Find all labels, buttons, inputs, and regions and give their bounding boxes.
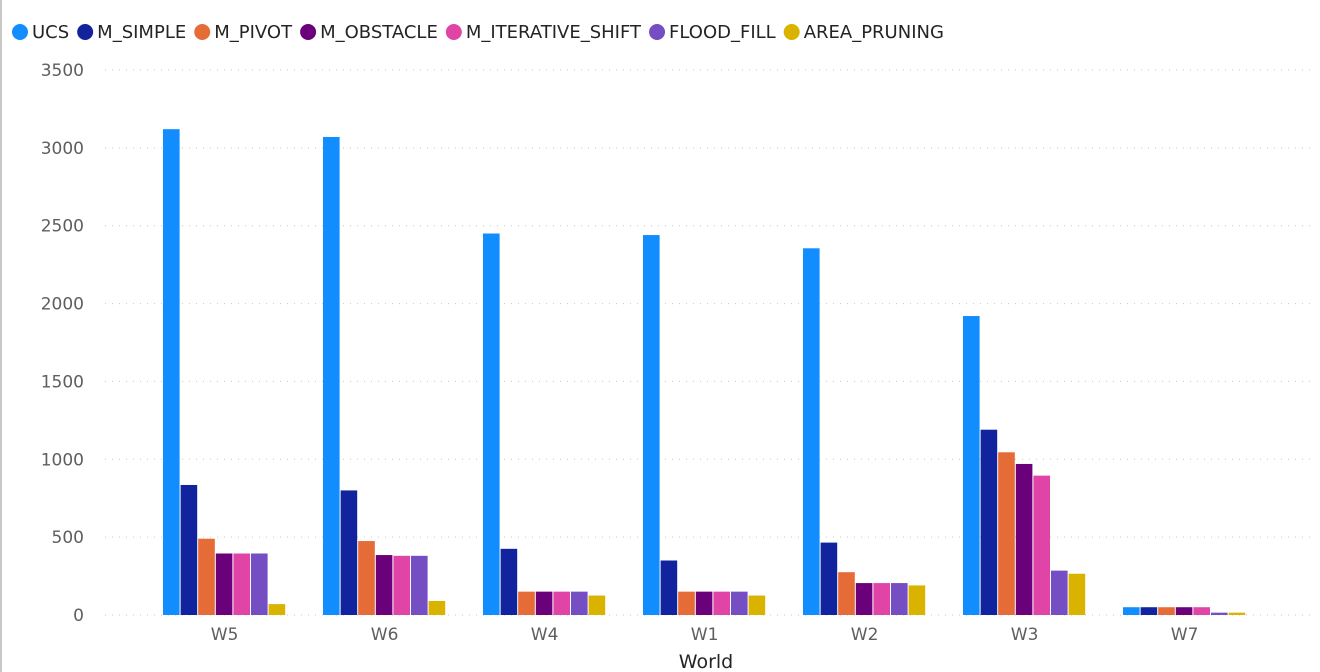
legend-marker-m_obstacle — [300, 24, 317, 40]
bar-w2-area_pruning[interactable] — [908, 585, 926, 615]
bar-w4-area_pruning[interactable] — [588, 595, 606, 615]
bar-w6-flood_fill[interactable] — [411, 555, 428, 615]
bar-w7-m_iterative_shift[interactable] — [1193, 607, 1210, 615]
legend-marker-m_iterative_shift — [445, 24, 462, 40]
legend-label-m_obstacle: M_OBSTACLE — [320, 22, 438, 43]
bar-w4-ucs[interactable] — [483, 233, 500, 616]
bar-w6-m_pivot[interactable] — [358, 541, 375, 615]
bar-w6-ucs[interactable] — [323, 136, 340, 615]
bar-w3-area_pruning[interactable] — [1068, 573, 1086, 615]
y-tick-label: 1500 — [41, 372, 84, 392]
bar-w1-m_iterative_shift[interactable] — [713, 591, 730, 615]
x-axis-title: World — [679, 651, 733, 672]
bar-w2-ucs[interactable] — [803, 248, 820, 616]
bar-w4-m_iterative_shift[interactable] — [553, 591, 570, 615]
bar-w3-ucs[interactable] — [963, 316, 980, 615]
y-tick-label: 1000 — [41, 450, 84, 470]
bar-w1-m_pivot[interactable] — [678, 591, 695, 615]
bar-w5-ucs[interactable] — [163, 129, 180, 615]
bar-w2-m_pivot[interactable] — [838, 572, 855, 615]
y-tick-label: 2500 — [41, 217, 84, 237]
legend-label-flood_fill: FLOOD_FILL — [669, 22, 776, 43]
legend: UCS M_SIMPLE M_PIVOT M_OBSTACLE M_ITERATIVE_… — [12, 22, 944, 43]
bar-w7-flood_fill[interactable] — [1211, 612, 1228, 615]
x-axis: W5 W6 W4 W1 W2 W3 W7 — [211, 625, 1199, 645]
bar-w4-m_simple[interactable] — [500, 548, 518, 615]
bar-w2-m_simple[interactable] — [820, 542, 838, 615]
gridlines — [105, 69, 1310, 616]
legend-marker-m_simple — [77, 24, 94, 40]
y-tick-label: 2000 — [41, 295, 84, 315]
x-tick-label-w7: W7 — [1171, 625, 1199, 645]
x-tick-label-w6: W6 — [371, 625, 399, 645]
bar-w4-m_obstacle[interactable] — [535, 591, 553, 615]
bar-w5-area_pruning[interactable] — [268, 604, 286, 615]
bar-w3-m_obstacle[interactable] — [1015, 463, 1033, 615]
chart-left-border — [0, 0, 2, 672]
legend-marker-ucs — [12, 24, 28, 40]
bar-w6-m_simple[interactable] — [340, 490, 358, 615]
y-axis: 0 500 1000 1500 2000 2500 3000 3500 — [41, 61, 84, 626]
legend-label-m_simple: M_SIMPLE — [97, 22, 186, 43]
bar-w1-m_simple[interactable] — [660, 560, 678, 616]
y-tick-label: 3500 — [41, 61, 84, 81]
x-tick-label-w1: W1 — [691, 625, 719, 645]
y-tick-label: 0 — [73, 606, 84, 626]
legend-label-m_pivot: M_PIVOT — [214, 22, 293, 43]
bar-w5-flood_fill[interactable] — [251, 553, 268, 615]
bar-w5-m_obstacle[interactable] — [215, 553, 233, 615]
bar-w4-m_pivot[interactable] — [518, 591, 535, 615]
legend-label-area_pruning: AREA_PRUNING — [804, 22, 944, 43]
x-tick-label-w4: W4 — [531, 625, 559, 645]
bar-w2-m_iterative_shift[interactable] — [873, 583, 890, 615]
legend-label-m_iterative_shift: M_ITERATIVE_SHIFT — [466, 22, 642, 43]
bar-w2-flood_fill[interactable] — [891, 583, 908, 615]
bar-w2-m_obstacle[interactable] — [855, 583, 873, 615]
bar-w5-m_simple[interactable] — [180, 484, 198, 615]
bar-w1-flood_fill[interactable] — [731, 591, 748, 615]
y-tick-label: 500 — [52, 528, 84, 548]
legend-label-ucs: UCS — [32, 22, 69, 43]
bar-w7-ucs[interactable] — [1123, 607, 1140, 615]
bar-w1-m_obstacle[interactable] — [695, 591, 713, 615]
bar-w6-area_pruning[interactable] — [428, 600, 446, 615]
bar-w6-m_obstacle[interactable] — [375, 555, 393, 615]
bar-w7-m_obstacle[interactable] — [1175, 607, 1193, 615]
bar-w7-m_simple[interactable] — [1140, 607, 1158, 615]
bar-w5-m_iterative_shift[interactable] — [233, 553, 250, 615]
bar-w7-area_pruning[interactable] — [1228, 612, 1246, 615]
bar-w3-m_iterative_shift[interactable] — [1033, 475, 1050, 615]
x-tick-label-w2: W2 — [851, 625, 879, 645]
bar-w6-m_iterative_shift[interactable] — [393, 555, 410, 615]
bar-w7-m_pivot[interactable] — [1158, 607, 1175, 615]
bar-w3-m_pivot[interactable] — [998, 452, 1015, 615]
x-tick-label-w5: W5 — [211, 625, 239, 645]
bar-w1-ucs[interactable] — [643, 235, 660, 616]
bars — [163, 129, 1246, 616]
bar-w4-flood_fill[interactable] — [571, 591, 588, 615]
bar-w5-m_pivot[interactable] — [198, 538, 215, 615]
x-tick-label-w3: W3 — [1011, 625, 1039, 645]
y-tick-label: 3000 — [41, 139, 84, 159]
legend-marker-m_pivot — [194, 24, 211, 40]
legend-marker-area_pruning — [783, 24, 800, 40]
bar-w1-area_pruning[interactable] — [748, 595, 766, 615]
bar-w3-flood_fill[interactable] — [1051, 570, 1068, 615]
bar-w3-m_simple[interactable] — [980, 429, 998, 615]
legend-marker-flood_fill — [649, 24, 666, 40]
